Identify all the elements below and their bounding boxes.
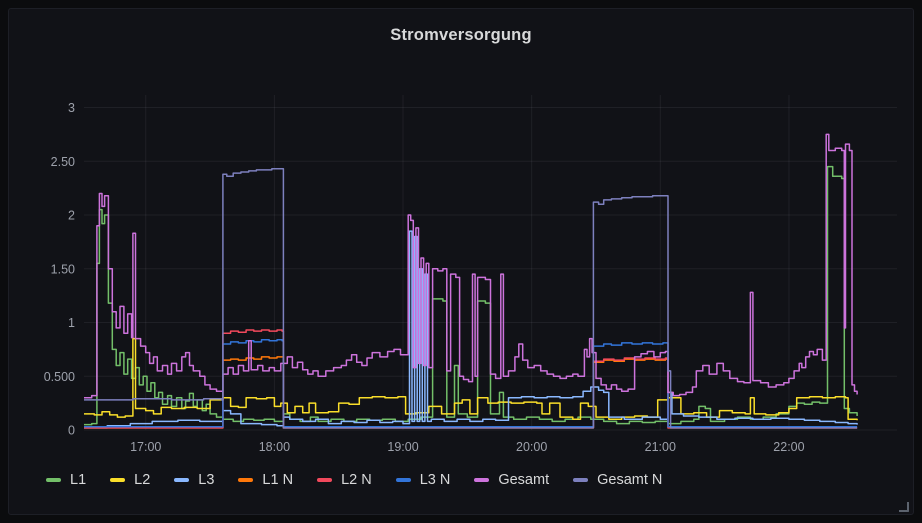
- legend: L1 L2 L3 L1 N L2 N L3 N Gesamt Gesamt N: [46, 472, 902, 488]
- legend-label: L3: [198, 472, 215, 488]
- legend-swatch: [174, 478, 190, 482]
- x-tick-label: 22:00: [773, 440, 804, 454]
- legend-label: L2 N: [341, 472, 372, 488]
- legend-label: L2: [134, 472, 151, 488]
- y-tick-label: 2.50: [51, 155, 75, 169]
- axis-labels: 0 0.500 1 1.50 2 2.50 3 17:00 18:00 19:00 20:00 21:…: [44, 101, 805, 454]
- series-line-l1: [84, 165, 858, 426]
- series-line-gesamt-n: [84, 168, 858, 429]
- y-tick-label: 3: [68, 101, 75, 115]
- y-tick-label: 2: [68, 209, 75, 223]
- x-tick-label: 19:00: [387, 440, 418, 454]
- legend-label: L1 N: [262, 472, 294, 488]
- y-tick-label: 0.500: [44, 370, 75, 384]
- legend-item-l1[interactable]: L1: [46, 472, 86, 488]
- legend-label: L1: [70, 472, 87, 488]
- legend-item-l3-n[interactable]: L3 N: [395, 472, 451, 488]
- legend-swatch: [474, 478, 490, 482]
- series-line-l3: [84, 230, 858, 429]
- y-tick-label: 1: [68, 316, 75, 330]
- series-line-l2: [84, 337, 858, 421]
- legend-label: Gesamt N: [597, 472, 663, 488]
- legend-item-l2-n[interactable]: L2 N: [317, 472, 372, 488]
- resize-grip-icon[interactable]: [899, 502, 909, 512]
- legend-swatch: [573, 478, 589, 482]
- legend-label: L3 N: [419, 472, 451, 488]
- legend-item-gesamt[interactable]: Gesamt: [474, 472, 549, 488]
- gridlines: [84, 95, 897, 431]
- x-tick-label: 18:00: [259, 440, 290, 454]
- x-tick-label: 17:00: [130, 440, 161, 454]
- legend-swatch: [395, 478, 411, 482]
- panel-title[interactable]: Stromversorgung: [390, 26, 532, 44]
- y-tick-label: 1.50: [51, 262, 75, 276]
- legend-swatch: [317, 478, 333, 482]
- x-tick-label: 20:00: [516, 440, 547, 454]
- x-tick-label: 21:00: [645, 440, 676, 454]
- legend-item-l3[interactable]: L3: [174, 472, 214, 488]
- legend-item-l2[interactable]: L2: [110, 472, 150, 488]
- legend-swatch: [110, 478, 126, 482]
- legend-swatch: [238, 478, 254, 482]
- y-tick-label: 0: [68, 424, 75, 438]
- panel-stromversorgung: [8, 8, 914, 515]
- legend-label: Gesamt: [498, 472, 550, 488]
- legend-item-gesamt-n[interactable]: Gesamt N: [573, 472, 662, 488]
- series-line-gesamt: [84, 133, 858, 399]
- legend-swatch: [46, 478, 61, 482]
- legend-item-l1-n[interactable]: L1 N: [238, 472, 293, 488]
